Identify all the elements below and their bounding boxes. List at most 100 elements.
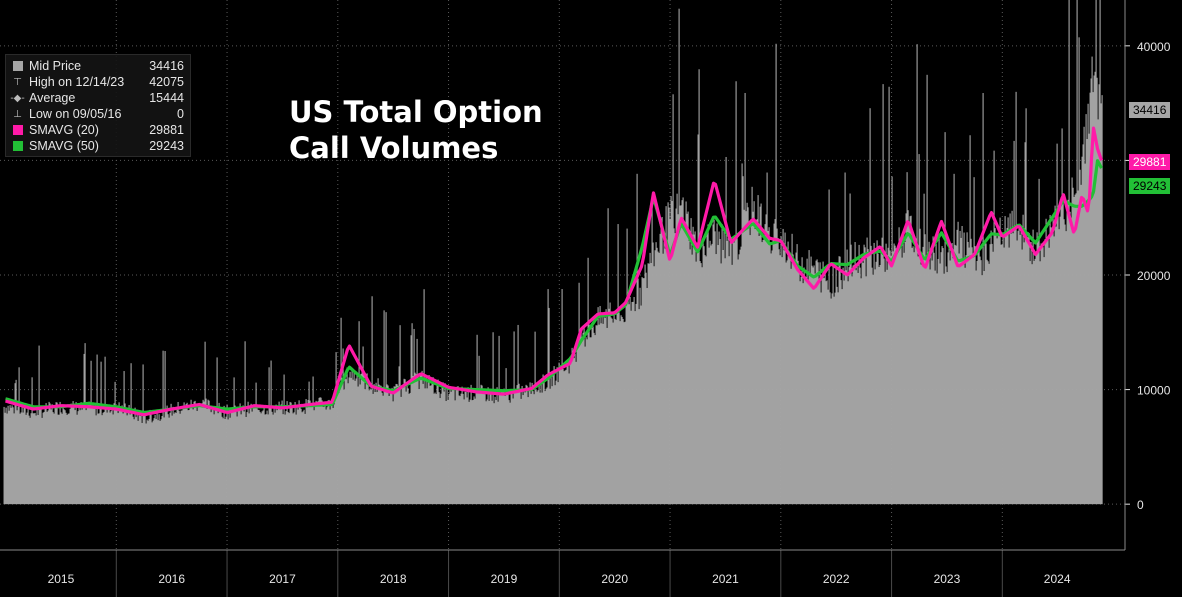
volume-bar <box>517 324 519 505</box>
volume-bar <box>1078 37 1080 505</box>
volume-bar <box>304 413 306 505</box>
volume-bar <box>74 410 76 505</box>
volume-bar <box>826 280 828 505</box>
volume-bar <box>1039 261 1041 505</box>
volume-bar <box>978 239 980 505</box>
volume-bar <box>149 409 151 505</box>
volume-bar <box>456 386 458 505</box>
volume-bar <box>11 405 13 505</box>
volume-bar <box>356 373 358 505</box>
volume-bar <box>777 238 779 505</box>
volume-bar <box>801 257 803 505</box>
legend-item-high[interactable]: ⊤ High on 12/14/23 42075 <box>6 74 190 90</box>
volume-bar <box>624 321 626 505</box>
volume-bar <box>87 402 89 505</box>
volume-bar <box>939 263 941 505</box>
volume-bar <box>241 407 243 505</box>
volume-bar <box>682 197 684 505</box>
legend-item-smavg-50[interactable]: SMAVG (50) 29243 <box>6 138 190 154</box>
legend-item-low[interactable]: ⊥ Low on 09/05/16 0 <box>6 106 190 122</box>
volume-bar <box>941 246 943 505</box>
volume-bar <box>574 353 576 505</box>
volume-bar <box>228 411 230 505</box>
volume-bar <box>993 150 995 505</box>
volume-bar <box>16 410 18 505</box>
legend-item-average[interactable]: ‑◆‑ Average 15444 <box>6 90 190 106</box>
low-marker-icon: ⊥ <box>13 108 22 120</box>
volume-bar <box>854 242 856 505</box>
volume-bar <box>667 202 669 505</box>
volume-bar <box>451 389 453 505</box>
volume-bar <box>914 236 916 505</box>
volume-bar <box>932 236 934 505</box>
volume-bar <box>947 252 949 505</box>
volume-bar <box>475 392 477 505</box>
volume-bar <box>474 398 476 505</box>
volume-bar <box>157 420 159 505</box>
volume-bar <box>619 321 621 505</box>
volume-bar <box>890 255 892 505</box>
volume-bar <box>658 252 660 505</box>
volume-bar <box>590 337 592 505</box>
legend-item-mid-price[interactable]: Mid Price 34416 <box>6 58 190 74</box>
volume-bar <box>866 237 868 505</box>
volume-bar <box>749 235 751 505</box>
volume-bar <box>343 389 345 505</box>
volume-bar <box>243 411 245 505</box>
volume-bar <box>14 383 16 505</box>
volume-bar <box>81 409 83 505</box>
volume-bar <box>731 264 733 505</box>
volume-bar <box>644 264 646 505</box>
volume-bar <box>31 377 33 505</box>
volume-bar <box>156 412 158 505</box>
volume-bar <box>44 406 46 505</box>
volume-bar <box>611 318 613 505</box>
volume-bar <box>300 408 302 505</box>
volume-bar <box>1068 0 1070 505</box>
volume-bar <box>69 408 71 505</box>
volume-bar <box>964 267 966 505</box>
volume-bar <box>825 281 827 505</box>
volume-bar <box>901 257 903 505</box>
volume-bar <box>541 392 543 505</box>
volume-bar <box>737 259 739 505</box>
volume-bar <box>625 303 627 505</box>
volume-bar <box>370 389 372 505</box>
volume-bar <box>833 296 835 505</box>
legend-item-smavg-20[interactable]: SMAVG (20) 29881 <box>6 122 190 138</box>
volume-bar <box>423 289 425 505</box>
volume-bar <box>770 253 772 505</box>
square-icon <box>12 125 23 136</box>
volume-bar <box>838 256 840 505</box>
volume-bar <box>84 343 86 505</box>
volume-bar <box>194 400 196 505</box>
volume-bar <box>567 364 569 505</box>
volume-bar <box>29 417 31 505</box>
volume-bar <box>329 409 331 505</box>
volume-bar <box>365 377 367 505</box>
volume-bar <box>1012 233 1014 505</box>
volume-bar <box>58 414 60 505</box>
volume-bar <box>656 247 658 505</box>
volume-bar <box>645 272 647 505</box>
volume-bar <box>836 286 838 505</box>
volume-bar <box>110 411 112 505</box>
volume-bar <box>384 390 386 505</box>
volume-bar <box>139 416 141 505</box>
volume-bar <box>478 355 480 505</box>
volume-bar <box>1008 247 1010 505</box>
volume-bar <box>853 264 855 505</box>
volume-bar <box>499 395 501 505</box>
volume-bar <box>1029 261 1031 505</box>
volume-bar <box>337 391 339 505</box>
volume-bar <box>858 244 860 505</box>
volume-bar <box>643 278 645 505</box>
volume-bar <box>556 367 558 505</box>
chart-legend: Mid Price 34416 ⊤ High on 12/14/23 42075… <box>5 54 191 157</box>
volume-bar <box>161 415 163 505</box>
volume-bar <box>685 201 687 505</box>
volume-bar <box>76 414 78 505</box>
legend-label: Mid Price <box>29 59 82 73</box>
volume-bar <box>534 331 536 505</box>
volume-bar <box>1020 225 1022 505</box>
